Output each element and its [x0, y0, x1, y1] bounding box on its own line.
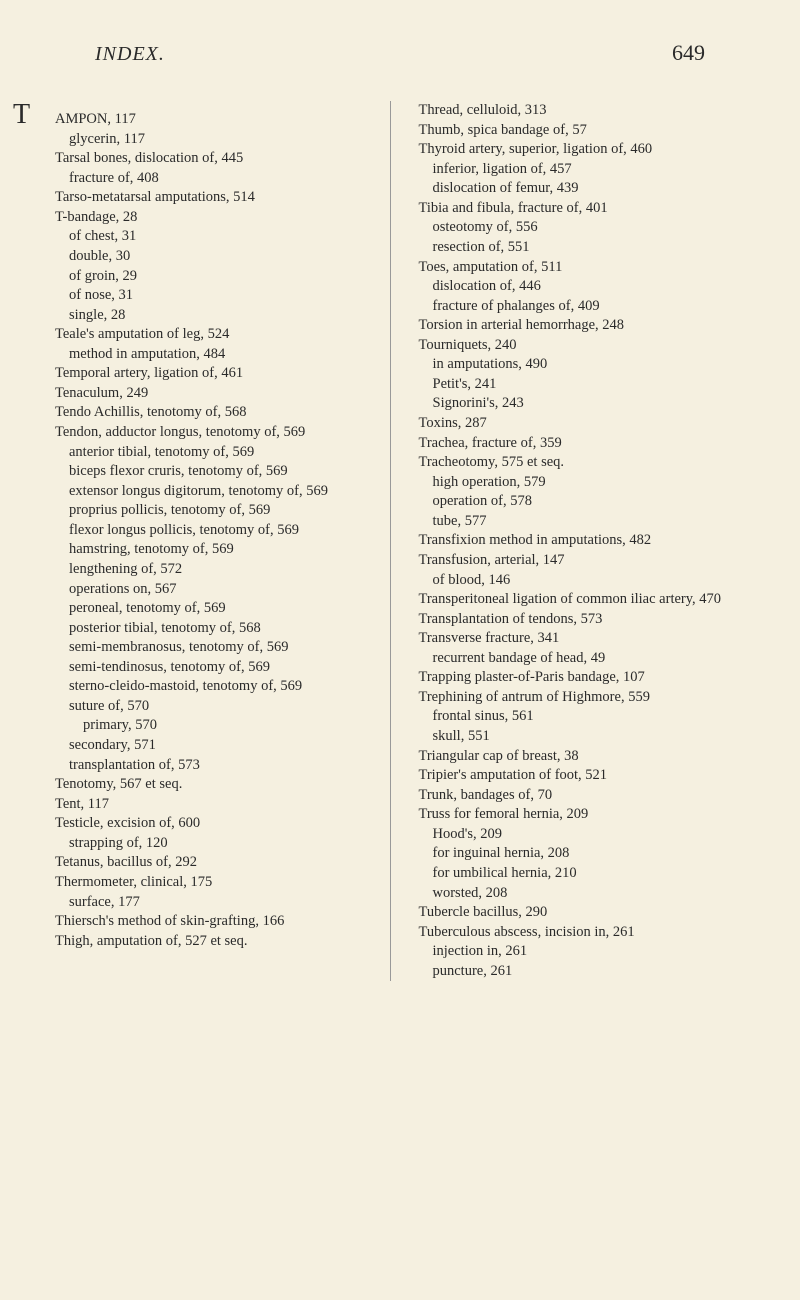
index-entry: Toes, amputation of, 511	[419, 258, 746, 278]
index-entry: extensor longus digitorum, tenotomy of, …	[55, 482, 382, 502]
index-entry: semi-membranosus, tenotomy of, 569	[55, 638, 382, 658]
index-entry: Thigh, amputation of, 527 et seq.	[55, 932, 382, 952]
index-entry: of chest, 31	[55, 227, 382, 247]
right-column: Thread, celluloid, 313Thumb, spica banda…	[411, 101, 746, 981]
index-entry: TAMPON, 117	[55, 101, 382, 130]
index-entry: Tetanus, bacillus of, 292	[55, 853, 382, 873]
index-entry: operations on, 567	[55, 580, 382, 600]
index-entry: Trunk, bandages of, 70	[419, 786, 746, 806]
index-entry: skull, 551	[419, 727, 746, 747]
index-entry: single, 28	[55, 306, 382, 326]
index-entry: in amputations, 490	[419, 355, 746, 375]
index-entry: Transfixion method in amputations, 482	[419, 531, 746, 551]
index-entry: Tarso-metatarsal amputations, 514	[55, 188, 382, 208]
index-entry: flexor longus pollicis, tenotomy of, 569	[55, 521, 382, 541]
index-entry: Thermometer, clinical, 175	[55, 873, 382, 893]
index-entry: puncture, 261	[419, 962, 746, 982]
index-entry: high operation, 579	[419, 473, 746, 493]
index-entry: sterno-cleido-mastoid, tenotomy of, 569	[55, 677, 382, 697]
index-entry: fracture of, 408	[55, 169, 382, 189]
index-entry: Tendo Achillis, tenotomy of, 568	[55, 403, 382, 423]
index-entry: of blood, 146	[419, 571, 746, 591]
index-entry: of groin, 29	[55, 267, 382, 287]
index-entry: recurrent bandage of head, 49	[419, 649, 746, 669]
index-entry: T-bandage, 28	[55, 208, 382, 228]
index-entry: Testicle, excision of, 600	[55, 814, 382, 834]
index-entry: Hood's, 209	[419, 825, 746, 845]
index-entry: osteotomy of, 556	[419, 218, 746, 238]
index-entry: Tourniquets, 240	[419, 336, 746, 356]
index-entry: glycerin, 117	[55, 130, 382, 150]
index-entry: for inguinal hernia, 208	[419, 844, 746, 864]
content-area: TAMPON, 117glycerin, 117Tarsal bones, di…	[55, 101, 745, 981]
index-entry: dislocation of femur, 439	[419, 179, 746, 199]
index-entry: tube, 577	[419, 512, 746, 532]
index-entry: Tracheotomy, 575 et seq.	[419, 453, 746, 473]
index-entry: Thyroid artery, superior, ligation of, 4…	[419, 140, 746, 160]
index-entry: Tent, 117	[55, 795, 382, 815]
index-entry: Thumb, spica bandage of, 57	[419, 121, 746, 141]
index-entry: Thread, celluloid, 313	[419, 101, 746, 121]
index-entry: suture of, 570	[55, 697, 382, 717]
index-entry: Transfusion, arterial, 147	[419, 551, 746, 571]
index-entry: inferior, ligation of, 457	[419, 160, 746, 180]
index-entry: semi-tendinosus, tenotomy of, 569	[55, 658, 382, 678]
index-entry: biceps flexor cruris, tenotomy of, 569	[55, 462, 382, 482]
page-number: 649	[672, 40, 705, 66]
index-entry: Trephining of antrum of Highmore, 559	[419, 688, 746, 708]
index-entry: proprius pollicis, tenotomy of, 569	[55, 501, 382, 521]
index-entry: frontal sinus, 561	[419, 707, 746, 727]
index-entry: Trapping plaster-of-Paris bandage, 107	[419, 668, 746, 688]
index-entry: Truss for femoral hernia, 209	[419, 805, 746, 825]
index-entry: hamstring, tenotomy of, 569	[55, 540, 382, 560]
page-header: INDEX. 649	[55, 40, 745, 66]
index-entry: method in amputation, 484	[55, 345, 382, 365]
index-entry: Tubercle bacillus, 290	[419, 903, 746, 923]
index-entry: Triangular cap of breast, 38	[419, 747, 746, 767]
index-entry: Tuberculous abscess, incision in, 261	[419, 923, 746, 943]
index-entry: Toxins, 287	[419, 414, 746, 434]
index-entry: Temporal artery, ligation of, 461	[55, 364, 382, 384]
index-entry: transplantation of, 573	[55, 756, 382, 776]
header-title: INDEX.	[95, 43, 165, 66]
index-entry: operation of, 578	[419, 492, 746, 512]
index-entry: resection of, 551	[419, 238, 746, 258]
index-entry: worsted, 208	[419, 884, 746, 904]
left-column: TAMPON, 117glycerin, 117Tarsal bones, di…	[55, 101, 391, 981]
index-entry: Tripier's amputation of foot, 521	[419, 766, 746, 786]
index-entry: Tenaculum, 249	[55, 384, 382, 404]
index-entry: posterior tibial, tenotomy of, 568	[55, 619, 382, 639]
index-entry: Transperitoneal ligation of common iliac…	[419, 590, 746, 610]
index-entry: secondary, 571	[55, 736, 382, 756]
index-entry: Transverse fracture, 341	[419, 629, 746, 649]
index-entry: Tibia and fibula, fracture of, 401	[419, 199, 746, 219]
index-entry: for umbilical hernia, 210	[419, 864, 746, 884]
index-entry: Torsion in arterial hemorrhage, 248	[419, 316, 746, 336]
index-entry: Tarsal bones, dislocation of, 445	[55, 149, 382, 169]
index-entry: Signorini's, 243	[419, 394, 746, 414]
index-entry: Teale's amputation of leg, 524	[55, 325, 382, 345]
index-entry: primary, 570	[55, 716, 382, 736]
index-entry: of nose, 31	[55, 286, 382, 306]
index-entry: surface, 177	[55, 893, 382, 913]
index-entry: Tendon, adductor longus, tenotomy of, 56…	[55, 423, 382, 443]
index-entry: Transplantation of tendons, 573	[419, 610, 746, 630]
index-entry: Trachea, fracture of, 359	[419, 434, 746, 454]
index-entry: Petit's, 241	[419, 375, 746, 395]
index-entry: Thiersch's method of skin-grafting, 166	[55, 912, 382, 932]
index-entry: Tenotomy, 567 et seq.	[55, 775, 382, 795]
index-entry: lengthening of, 572	[55, 560, 382, 580]
index-entry: double, 30	[55, 247, 382, 267]
index-entry: peroneal, tenotomy of, 569	[55, 599, 382, 619]
index-entry: injection in, 261	[419, 942, 746, 962]
index-entry: fracture of phalanges of, 409	[419, 297, 746, 317]
index-entry: dislocation of, 446	[419, 277, 746, 297]
index-entry: strapping of, 120	[55, 834, 382, 854]
index-entry: anterior tibial, tenotomy of, 569	[55, 443, 382, 463]
